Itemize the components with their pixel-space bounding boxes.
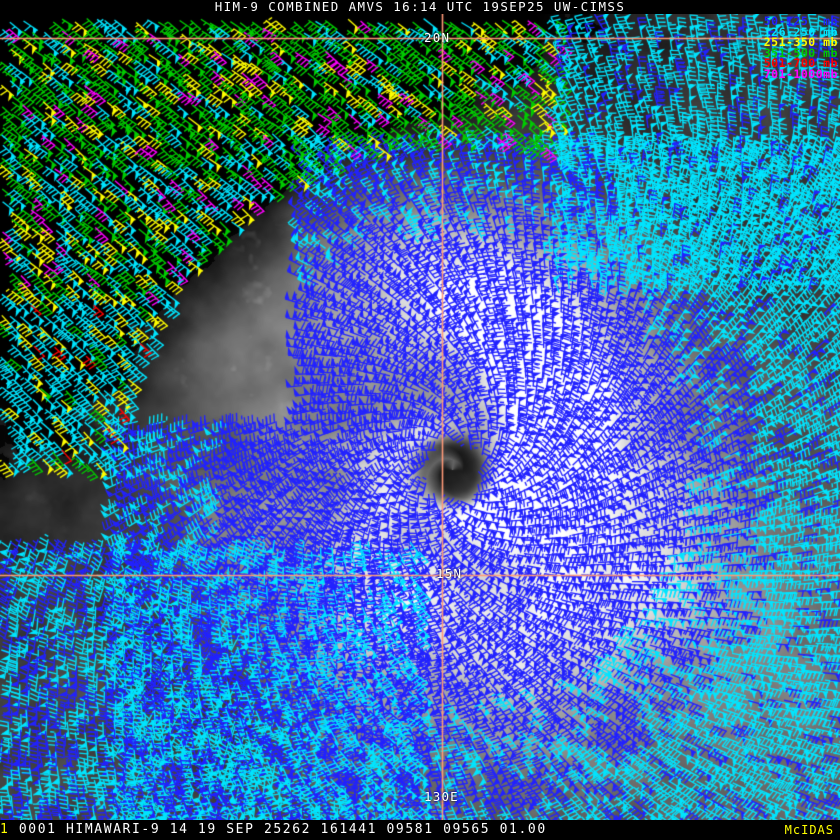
legend-row-0: 50-125 mb [763, 14, 838, 28]
mcidas-brand-label: McIDAS [784, 823, 834, 837]
legend-row-4: 501-700 mb [763, 56, 838, 70]
header-title-bar: HIM-9 COMBINED AMVS 16:14 UTC 19SEP25 UW… [0, 0, 840, 14]
graticule-label-130E: 130E [424, 789, 459, 804]
graticule-label-20N: 20N [424, 30, 451, 45]
graticule-label-15N: 15N [436, 566, 463, 581]
status-text: 0001 HIMAWARI-9 14 19 SEP 25262 161441 0… [9, 822, 547, 837]
legend-row-1: 126-250 mb [763, 24, 838, 39]
legend-row-5: 701-1000mb [763, 66, 838, 81]
pressure-level-legend: 50-125 mb 126-250 mb 251-350 mb 351-500 mb 5… [764, 16, 838, 79]
legend-row-3: 351-500 mb [763, 45, 838, 60]
legend-row-2: 251-350 mb [763, 35, 838, 49]
footer-status-bar: 1 0001 HIMAWARI-9 14 19 SEP 25262 161441… [0, 820, 840, 840]
frame-index: 1 [0, 822, 10, 837]
